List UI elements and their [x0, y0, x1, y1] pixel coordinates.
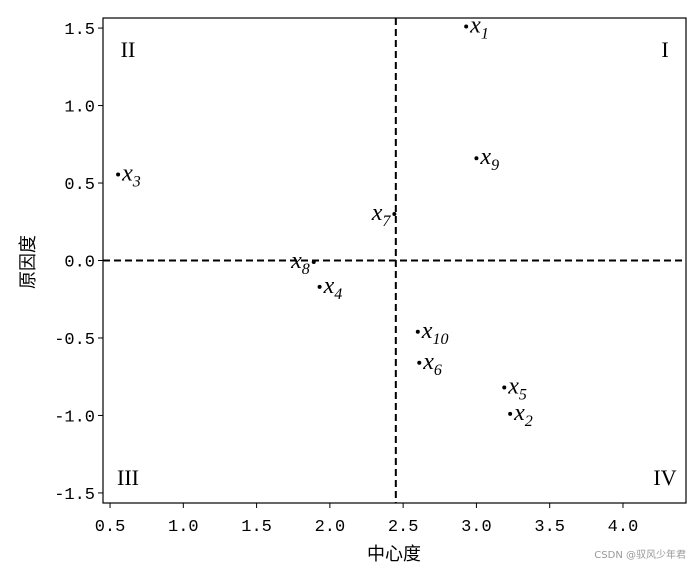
point [311, 260, 316, 265]
point-label: x6 [422, 349, 442, 379]
point-label: x2 [513, 400, 533, 430]
plot-frame [102, 17, 687, 504]
x-tick-label: 2.0 [315, 518, 346, 537]
y-tick-label: -1.5 [54, 486, 95, 505]
point [116, 172, 121, 177]
watermark: CSDN @驭风少年君 [594, 548, 686, 561]
point-label-sub: 9 [491, 157, 499, 174]
y-axis-label: 原因度 [18, 235, 39, 289]
point [415, 329, 420, 334]
point-label-var: x [371, 200, 383, 226]
point-label-sub: 4 [334, 286, 342, 303]
y-tick-label: 1.5 [64, 21, 95, 40]
x-tick-label: 3.0 [461, 518, 492, 537]
point-label-var: x [422, 349, 434, 375]
point [474, 156, 479, 161]
quadrant-label: I [661, 37, 668, 62]
point-label: x7 [371, 200, 392, 230]
point-label: x9 [479, 144, 499, 174]
point-label-var: x [290, 248, 302, 274]
point-label-sub: 8 [302, 261, 310, 278]
point-label-var: x [507, 374, 519, 400]
y-tick-label: -0.5 [54, 331, 95, 350]
point-label: x5 [507, 374, 527, 404]
y-tick-label: 0.0 [64, 254, 95, 273]
point-label-var: x [479, 144, 491, 170]
quadrant-label: IV [653, 465, 676, 490]
y-tick-label: 1.0 [64, 99, 95, 118]
x-tick-label: 2.5 [388, 518, 419, 537]
point [508, 411, 513, 416]
point-label-sub: 1 [481, 26, 489, 43]
point-label-sub: 7 [382, 213, 391, 230]
point-label-sub: 2 [525, 413, 533, 430]
point-label-var: x [469, 13, 481, 39]
point-label-sub: 3 [132, 174, 141, 191]
quadrant-label: III [117, 465, 139, 490]
x-tick-label: 1.0 [168, 518, 199, 537]
point-label: x1 [469, 13, 489, 43]
point-label-sub: 6 [434, 362, 442, 379]
point [502, 385, 507, 390]
x-tick-label: 3.5 [534, 518, 565, 537]
point-label-var: x [513, 400, 525, 426]
quadrant-label: II [121, 37, 136, 62]
point [464, 24, 469, 29]
point-label-var: x [121, 161, 133, 187]
point [417, 360, 422, 365]
point [317, 284, 322, 289]
y-tick-label: -1.0 [54, 408, 95, 427]
point-label-var: x [421, 318, 433, 344]
point-label: x10 [421, 318, 449, 348]
point [392, 212, 397, 217]
point-label-var: x [323, 273, 335, 299]
x-tick-label: 4.0 [608, 518, 639, 537]
x-tick-label: 1.5 [241, 518, 272, 537]
point-label-sub: 5 [519, 387, 527, 404]
point-label: x8 [290, 248, 310, 278]
point-label: x4 [323, 273, 343, 303]
y-tick-label: 0.5 [64, 176, 95, 195]
x-axis-label: 中心度 [367, 544, 421, 565]
point-label-sub: 10 [432, 331, 448, 348]
x-tick-label: 0.5 [95, 518, 126, 537]
point-label: x3 [121, 161, 141, 191]
